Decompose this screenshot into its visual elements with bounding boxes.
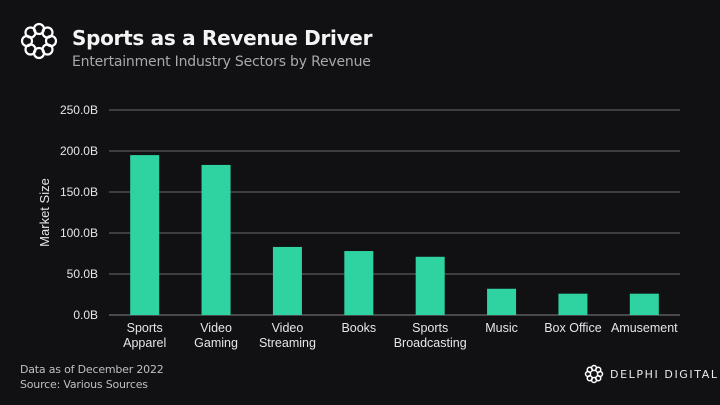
x-tick-label: Sports <box>127 321 163 335</box>
y-tick-label: 150.0B <box>60 185 98 199</box>
brand-logo: DELPHI DIGITAL <box>584 364 719 384</box>
x-tick-label: Gaming <box>194 336 238 350</box>
x-tick-label: Books <box>341 321 376 335</box>
chart-title: Sports as a Revenue Driver <box>72 26 373 50</box>
brand-name: DELPHI DIGITAL <box>610 367 719 381</box>
bar <box>272 246 302 315</box>
delphi-knot-icon <box>584 364 604 384</box>
bar <box>201 164 231 315</box>
bar <box>558 293 588 315</box>
bar <box>415 256 445 315</box>
x-tick-label: Sports <box>412 321 448 335</box>
bar <box>487 288 517 315</box>
x-tick-label: Streaming <box>259 336 316 350</box>
x-tick-label: Video <box>272 321 304 335</box>
source-note: Source: Various Sources <box>20 378 148 391</box>
y-tick-label: 0.0B <box>73 308 98 322</box>
y-tick-label: 200.0B <box>60 144 98 158</box>
x-tick-label: Box Office <box>544 321 601 335</box>
y-tick-label: 50.0B <box>67 267 98 281</box>
y-axis-label: Market Size <box>37 178 52 247</box>
bar <box>629 293 659 315</box>
bar <box>344 251 374 315</box>
delphi-logo-icon <box>20 22 58 60</box>
x-tick-label: Video <box>200 321 232 335</box>
x-tick-label: Broadcasting <box>394 336 467 350</box>
y-tick-label: 100.0B <box>60 226 98 240</box>
y-tick-label: 250.0B <box>60 103 98 117</box>
chart-subtitle: Entertainment Industry Sectors by Revenu… <box>72 54 371 70</box>
bar <box>130 155 160 315</box>
x-tick-label: Amusement <box>611 321 678 335</box>
x-tick-label: Music <box>485 321 518 335</box>
x-tick-label: Apparel <box>123 336 166 350</box>
date-note: Data as of December 2022 <box>20 363 164 376</box>
